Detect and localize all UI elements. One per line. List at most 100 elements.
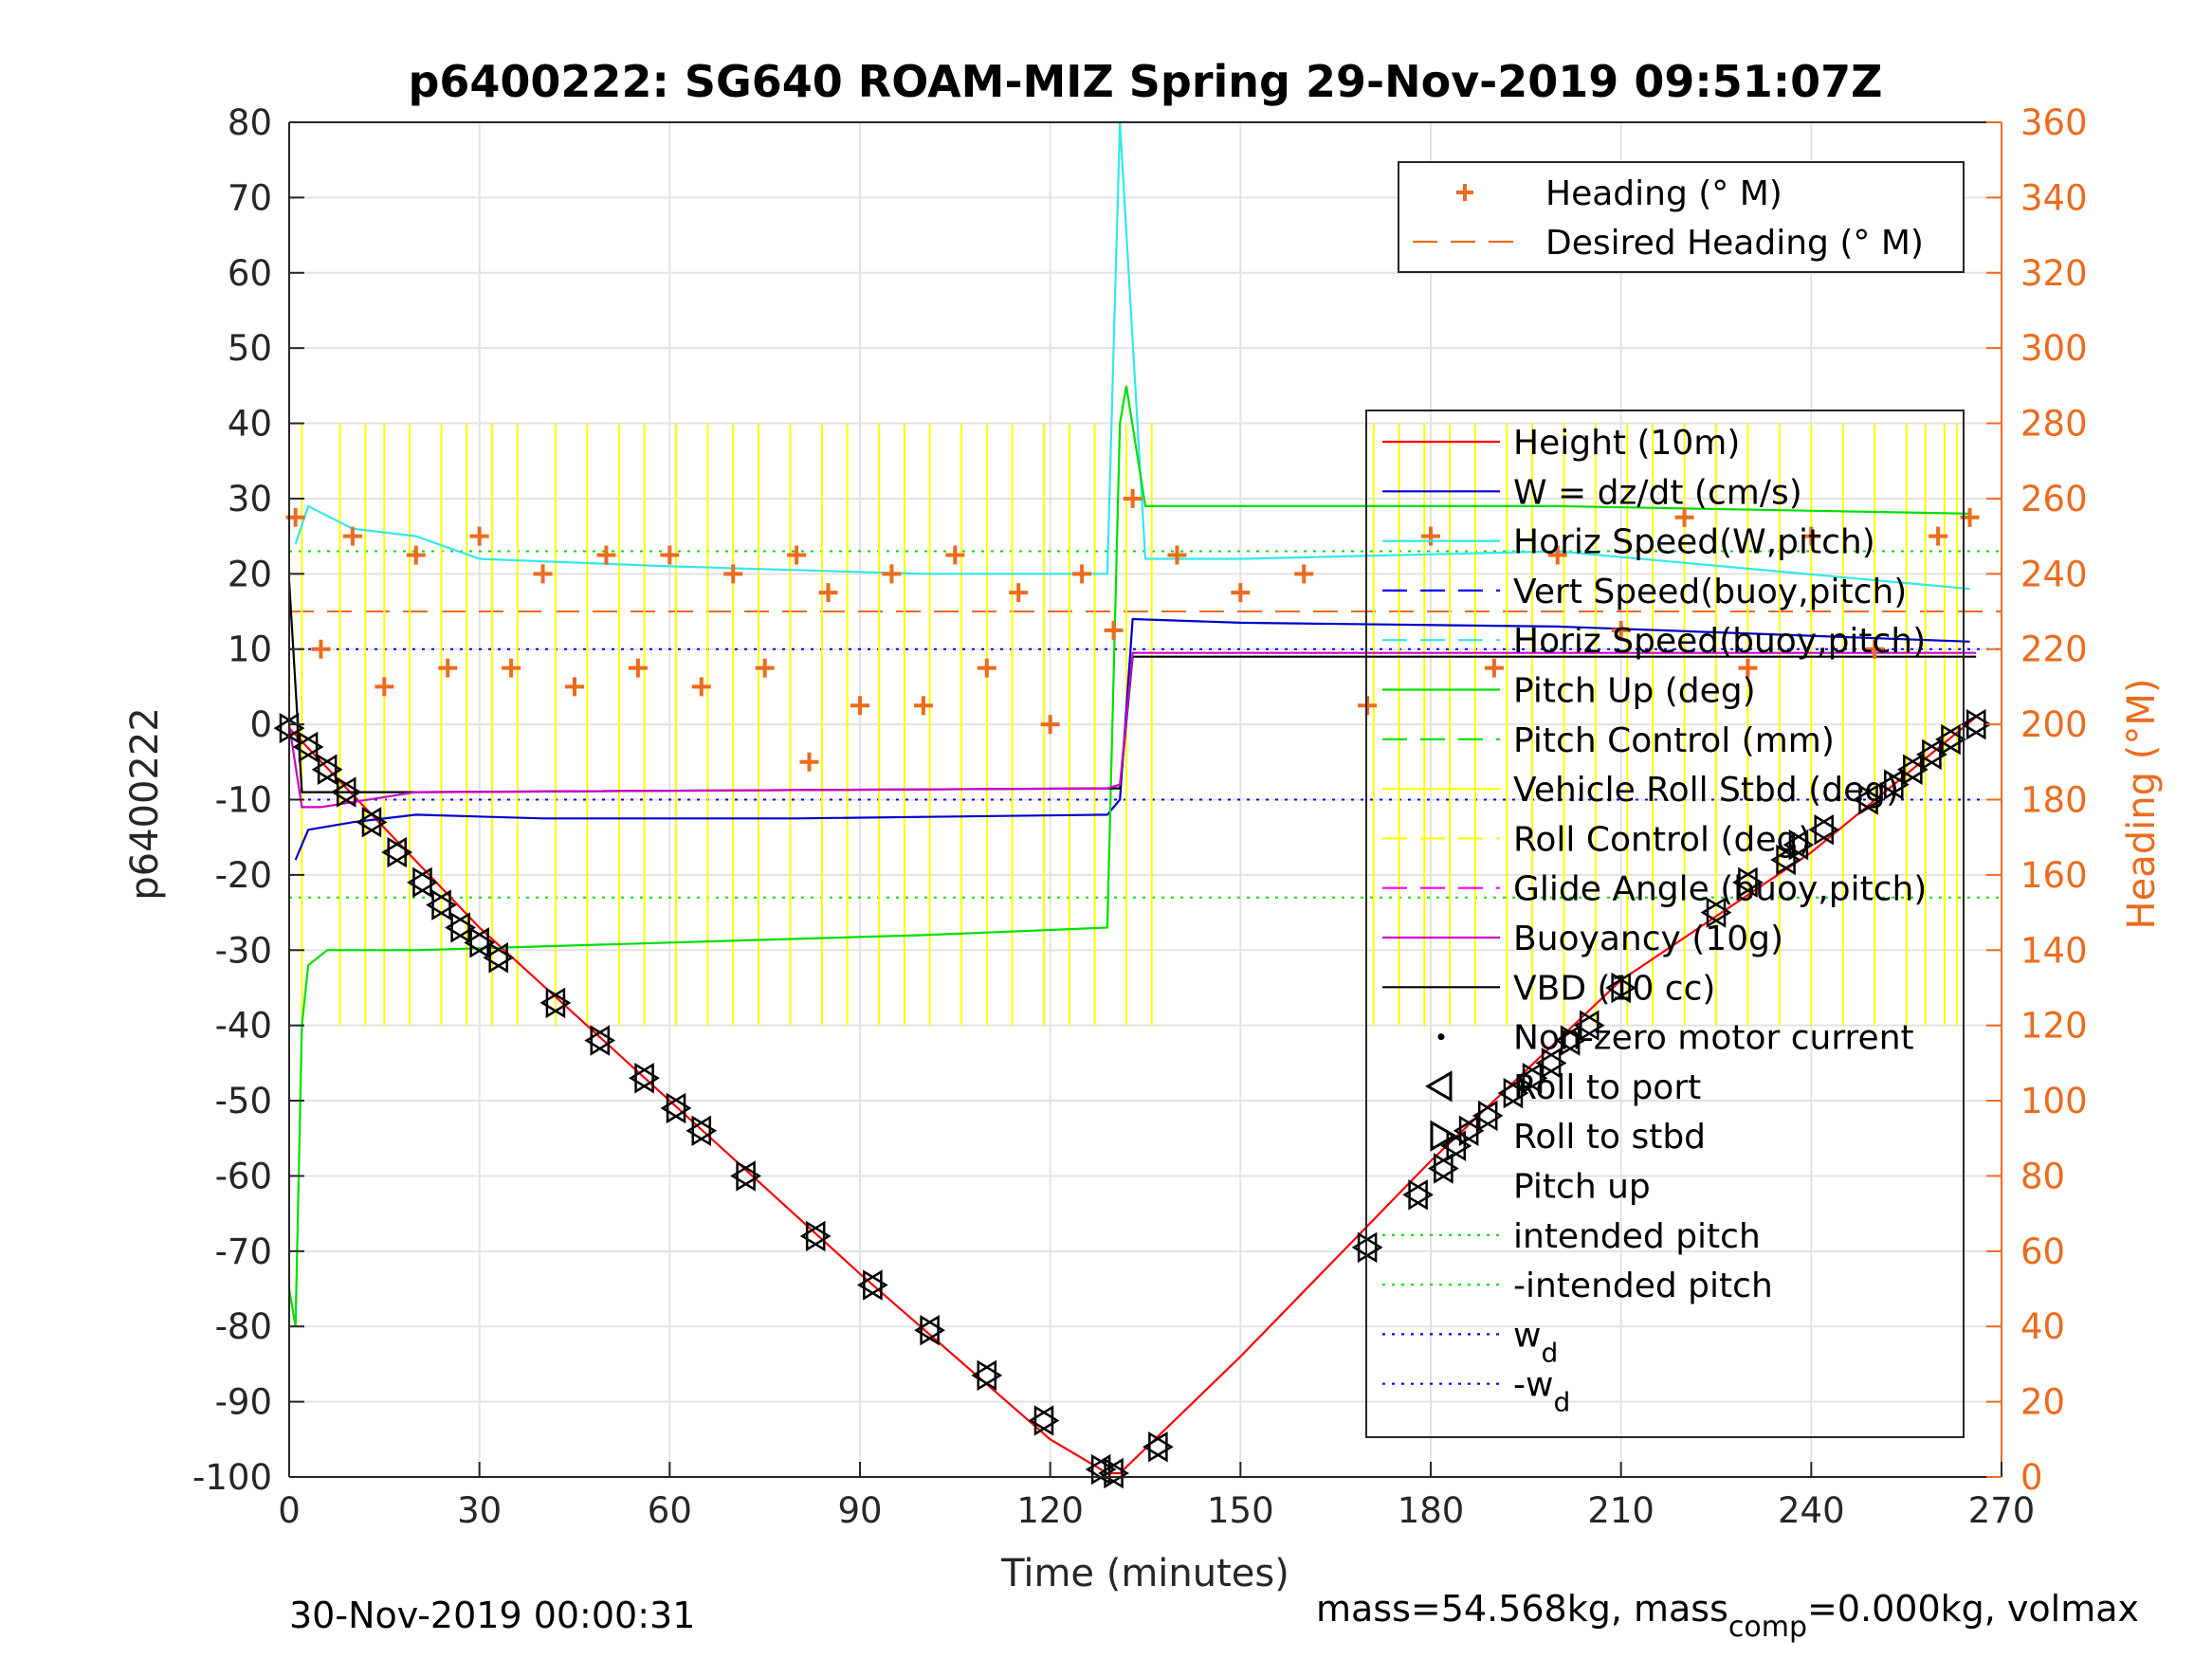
legend-label: wd [1513, 1316, 1558, 1368]
y2-tick-label: 220 [2020, 629, 2088, 670]
legend-label-text: Non-zero motor current [1513, 1019, 1914, 1058]
legend-label-text: -w [1513, 1366, 1553, 1405]
roll-to-stbd-marker [1148, 1431, 1174, 1463]
roll-to-port-marker [539, 987, 566, 1019]
roll-to-stbd-marker [666, 1092, 692, 1124]
roll-to-port-marker [1098, 1457, 1124, 1489]
legend-label: Pitch Control (mm) [1513, 721, 1835, 760]
series-w-dz-dt-cm-s [294, 617, 1970, 861]
y2-tick-label: 320 [2020, 253, 2088, 294]
legend-label-text: Pitch up [1513, 1168, 1651, 1207]
legend-label-text: Roll Control (deg) [1513, 820, 1811, 859]
roll-to-stbd-marker [863, 1269, 888, 1301]
roll-to-stbd-marker [279, 712, 305, 744]
series-height-10m [288, 716, 1977, 1475]
heading-point [565, 677, 584, 697]
series-pitch-up-deg [287, 385, 1970, 1327]
plot-markers [273, 488, 1992, 1489]
x-tick-label: 0 [278, 1490, 301, 1531]
legend-label-text: -intended pitch [1513, 1267, 1773, 1305]
heading-point [628, 658, 648, 678]
legend-label: Pitch up [1513, 1168, 1651, 1207]
heading-point [1231, 583, 1251, 603]
y-tick-label: -80 [215, 1306, 272, 1347]
roll-to-port-marker [483, 941, 508, 974]
legend-label: Horiz Speed(W,pitch) [1513, 523, 1875, 562]
legend-label: Roll to port [1513, 1068, 1701, 1107]
legend-main-box [1365, 410, 1965, 1438]
heading-point [723, 564, 743, 584]
heading-point [406, 545, 426, 565]
y-tick-label: 10 [228, 629, 272, 670]
y-tick-label: 80 [228, 102, 272, 143]
legend-label-text: Desired Heading (° M) [1545, 224, 1924, 263]
roll-to-port-marker [292, 731, 319, 763]
y-tick-label: 30 [228, 479, 272, 520]
roll-to-stbd-marker [450, 912, 477, 943]
legend-label: Buoyancy (10g) [1513, 920, 1783, 958]
roll-to-stbd-marker [1104, 1457, 1129, 1489]
heading-point [1801, 526, 1821, 546]
heading-point [438, 658, 458, 678]
y-tick-label: -30 [215, 930, 272, 971]
legend-label: Glide Angle (buoy,pitch) [1513, 870, 1927, 909]
roll-to-stbd-marker [1814, 814, 1840, 846]
roll-to-port-marker [464, 927, 489, 958]
roll-to-port-marker [1472, 1100, 1498, 1132]
y2-tick-label: 260 [2020, 479, 2088, 520]
roll-to-stbd-marker [361, 807, 388, 838]
roll-to-port-marker [1916, 738, 1942, 771]
legend-label: Vehicle Roll Stbd (deg) [1513, 771, 1899, 810]
y2-tick-label: 200 [2020, 704, 2088, 745]
heading-point [660, 545, 680, 565]
heading-point [1167, 545, 1187, 565]
roll-to-port-marker [445, 912, 470, 943]
x-axis-label: Time (minutes) [1000, 1552, 1289, 1595]
roll-to-stbd-marker [1922, 738, 1947, 771]
legend-swatch [1425, 1070, 1453, 1103]
heading-point [311, 639, 331, 659]
roll-to-port-marker [1440, 1130, 1467, 1161]
y-axis-label: p6400222 [123, 707, 167, 901]
heading-point [1484, 658, 1504, 678]
heading-point [1123, 488, 1143, 508]
roll-to-stbd-marker [1522, 1063, 1548, 1094]
roll-to-stbd-marker [317, 754, 343, 785]
y2-tick-label: 0 [2020, 1457, 2043, 1498]
legend-heading-box [1398, 161, 1965, 273]
legend-label-text: Horiz Speed(W,pitch) [1513, 523, 1875, 562]
legend-label: intended pitch [1513, 1217, 1761, 1256]
y2-tick-label: 280 [2020, 404, 2088, 445]
heading-point [1072, 564, 1092, 584]
y2-tick-labels: 0 20 40 60 80 100 120 140 160 180 200 220 240 260 280 3… [2020, 102, 2088, 1498]
roll-to-port-marker [1700, 897, 1727, 928]
heading-point [342, 526, 362, 546]
y-tick-label: -50 [215, 1081, 272, 1121]
heading-point [850, 696, 869, 716]
y-tick-label: -20 [215, 855, 272, 896]
roll-to-stbd-marker [336, 776, 362, 808]
roll-to-port-marker [1877, 769, 1904, 800]
heading-point [1674, 507, 1694, 527]
y-tick-label: 40 [228, 404, 272, 445]
roll-to-stbd-marker [805, 1220, 832, 1252]
roll-to-stbd-marker [488, 941, 515, 974]
legend-label: W = dz/dt (cm/s) [1513, 473, 1802, 512]
roll-to-stbd-marker [298, 731, 324, 763]
legend-label-text: VBD (10 cc) [1513, 969, 1715, 1008]
y-tick-label: -100 [192, 1457, 272, 1498]
y-tick-label: 0 [249, 704, 272, 745]
legend-label: Vert Speed(buoy,pitch) [1513, 573, 1907, 611]
roll-to-stbd-marker [1446, 1130, 1472, 1161]
legend-swatch [1456, 184, 1473, 201]
legend-label-text: Pitch Up (deg) [1513, 672, 1756, 711]
heading-point [787, 545, 807, 565]
legend-label: -intended pitch [1513, 1267, 1773, 1305]
roll-to-port-marker [914, 1314, 940, 1346]
legend-label: -wd [1513, 1366, 1570, 1418]
x-tick-labels: 0 30 60 90 120 150 180 210 240 270 [278, 1490, 2035, 1531]
y2-tick-label: 40 [2020, 1306, 2065, 1347]
x-tick-label: 180 [1398, 1490, 1465, 1531]
roll-to-stbd-marker [1033, 1405, 1060, 1436]
legend-label: Horiz Speed(buoy,pitch) [1513, 622, 1926, 661]
